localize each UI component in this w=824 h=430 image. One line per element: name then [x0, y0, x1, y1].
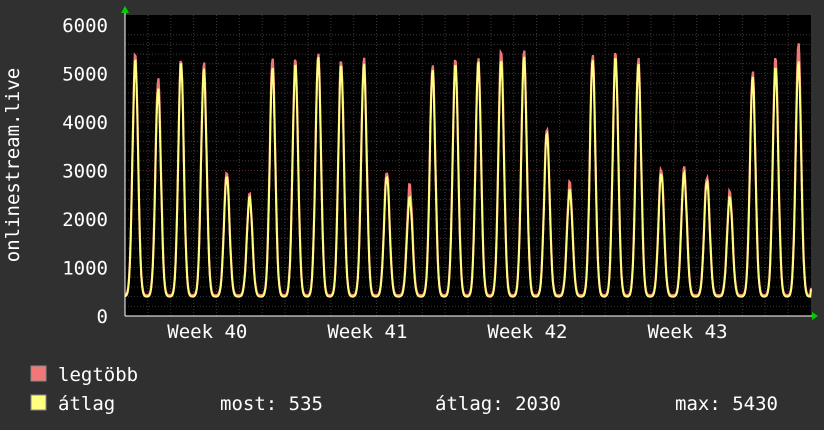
y-tick-label: 3000 — [62, 161, 108, 183]
legend-swatch-avg — [30, 394, 47, 411]
y-axis-arrow-icon — [121, 6, 129, 13]
stat-atlag: átlag: 2030 — [435, 393, 561, 415]
x-tick-label: Week 42 — [487, 321, 567, 343]
x-tick-labels: Week 40 Week 41 Week 42 Week 43 — [167, 321, 727, 343]
x-tick-label: Week 43 — [647, 321, 727, 343]
stat-max: max: 5430 — [675, 393, 778, 415]
y-tick-labels: 0 1000 2000 3000 4000 5000 6000 — [62, 15, 108, 328]
y-tick-label: 1000 — [62, 258, 108, 280]
series-line-max — [124, 43, 813, 297]
y-tick-label: 2000 — [62, 209, 108, 231]
legend: legtöbb átlag most: 535 átlag: 2030 max:… — [30, 364, 778, 415]
y-tick-label: 0 — [97, 306, 108, 328]
grid — [125, 15, 811, 316]
x-axis-arrow-icon — [812, 312, 818, 320]
legend-label-max: legtöbb — [58, 364, 138, 386]
legend-label-avg: átlag — [58, 393, 115, 415]
series-layer — [124, 43, 813, 298]
x-tick-label: Week 41 — [327, 321, 407, 343]
series-line-avg — [124, 56, 812, 298]
stat-most: most: 535 — [220, 393, 323, 415]
x-tick-label: Week 40 — [167, 321, 247, 343]
y-tick-label: 6000 — [62, 15, 108, 37]
y-axis-label: onlinestream.live — [2, 68, 24, 262]
y-tick-label: 5000 — [62, 64, 108, 86]
y-tick-label: 4000 — [62, 112, 108, 134]
legend-swatch-max — [30, 365, 47, 382]
